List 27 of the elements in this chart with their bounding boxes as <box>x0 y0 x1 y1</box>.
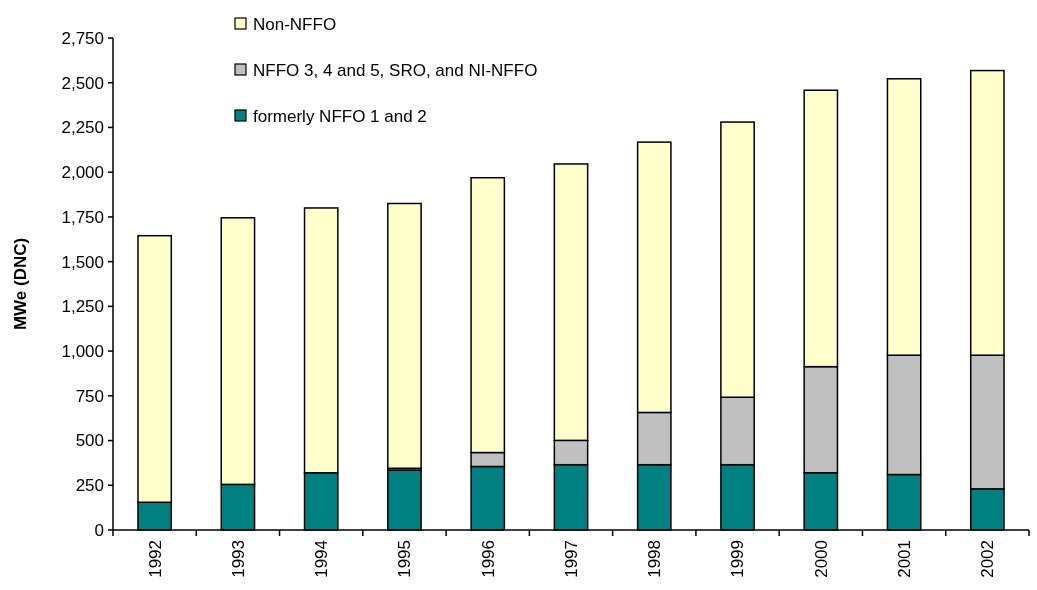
y-tick-label: 2,500 <box>61 73 104 93</box>
y-tick-label: 500 <box>75 431 104 451</box>
y-tick-label: 1,750 <box>61 207 104 227</box>
x-tick-label: 1997 <box>561 540 581 578</box>
y-tick-label: 1,000 <box>61 342 104 362</box>
y-axis-title: MWe (DNC) <box>11 237 30 331</box>
x-tick-label: 1998 <box>645 540 665 578</box>
y-tick-label: 1,250 <box>61 297 104 317</box>
y-tick-label: 750 <box>75 386 104 406</box>
x-tick-label: 1994 <box>312 540 332 578</box>
y-tick-label: 1,500 <box>61 252 104 272</box>
x-tick-label: 2001 <box>895 540 915 578</box>
y-tick-label: 0 <box>94 520 104 540</box>
legend-label: formerly NFFO 1 and 2 <box>253 106 427 126</box>
x-tick-label: 1992 <box>145 540 165 578</box>
legend-label: NFFO 3, 4 and 5, SRO, and NI-NFFO <box>253 60 538 80</box>
x-tick-label: 1999 <box>728 540 748 578</box>
x-tick-label: 1995 <box>395 540 415 578</box>
y-tick-label: 2,000 <box>61 163 104 183</box>
legend-label: Non-NFFO <box>253 14 337 34</box>
x-tick-label: 1996 <box>478 540 498 578</box>
x-tick-label: 2000 <box>811 540 831 578</box>
y-tick-label: 2,250 <box>61 118 104 138</box>
y-tick-label: 2,750 <box>61 28 104 48</box>
x-tick-label: 2002 <box>978 540 998 578</box>
y-tick-label: 250 <box>75 476 104 496</box>
x-tick-label: 1993 <box>228 540 248 578</box>
